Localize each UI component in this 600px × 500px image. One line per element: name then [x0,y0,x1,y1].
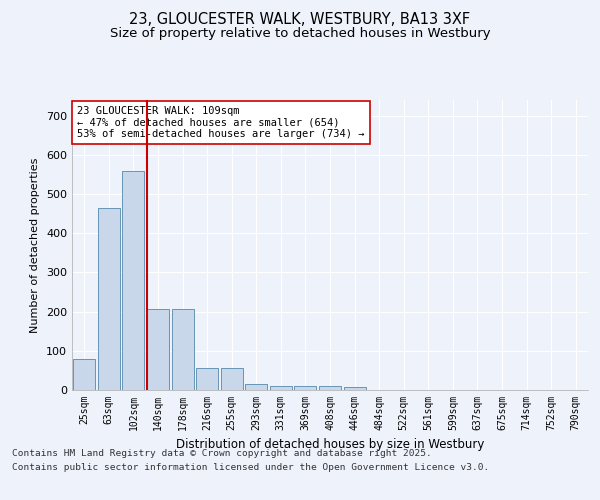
Bar [295,386,316,390]
Y-axis label: Number of detached properties: Number of detached properties [31,158,40,332]
Bar [344,388,365,390]
Bar [172,309,194,390]
Bar [270,386,292,390]
Bar [319,386,341,390]
Text: 23, GLOUCESTER WALK, WESTBURY, BA13 3XF: 23, GLOUCESTER WALK, WESTBURY, BA13 3XF [130,12,470,28]
Bar [147,309,169,390]
Bar [122,170,145,390]
Bar [221,368,243,390]
X-axis label: Distribution of detached houses by size in Westbury: Distribution of detached houses by size … [176,438,484,452]
Bar [98,208,120,390]
Bar [245,384,268,390]
Text: 23 GLOUCESTER WALK: 109sqm
← 47% of detached houses are smaller (654)
53% of sem: 23 GLOUCESTER WALK: 109sqm ← 47% of deta… [77,106,365,139]
Text: Contains public sector information licensed under the Open Government Licence v3: Contains public sector information licen… [12,464,489,472]
Text: Contains HM Land Registry data © Crown copyright and database right 2025.: Contains HM Land Registry data © Crown c… [12,448,432,458]
Bar [73,358,95,390]
Text: Size of property relative to detached houses in Westbury: Size of property relative to detached ho… [110,28,490,40]
Bar [196,368,218,390]
